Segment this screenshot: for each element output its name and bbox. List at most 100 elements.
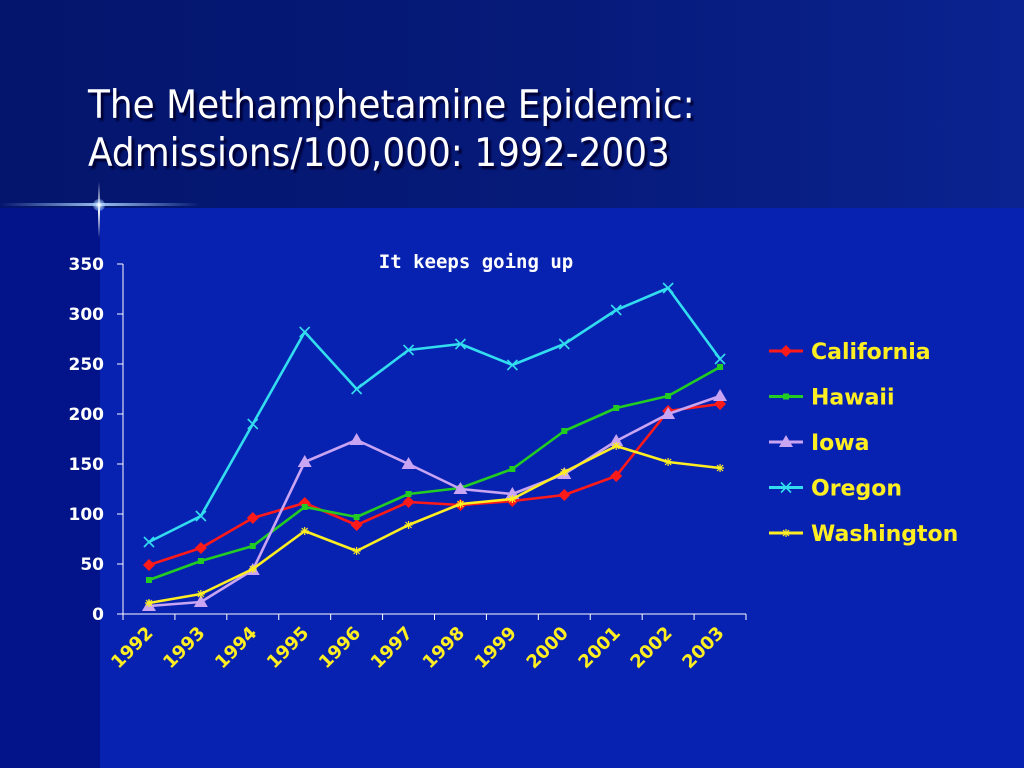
data-point-oregon-1992 — [143, 536, 155, 548]
data-point-hawaii-2001 — [613, 405, 620, 411]
data-point-washington-1994 — [248, 565, 257, 573]
title-band — [0, 0, 1024, 208]
legend-marker-washington — [782, 529, 790, 537]
data-point-oregon-1998 — [454, 338, 467, 350]
data-point-oregon-2003 — [714, 353, 726, 365]
legend-label-iowa: Iowa — [811, 431, 869, 456]
data-point-washington-1995 — [300, 527, 309, 535]
data-point-hawaii-1995 — [301, 504, 308, 510]
x-tick-label-2000: 2000 — [523, 623, 573, 673]
y-tick-label-200: 200 — [69, 405, 105, 425]
data-point-washington-2003 — [716, 464, 725, 472]
data-point-washington-2001 — [612, 442, 621, 450]
legend-label-hawaii: Hawaii — [811, 386, 895, 411]
data-point-hawaii-1994 — [249, 543, 256, 549]
y-tick-label-350: 350 — [69, 255, 105, 275]
data-point-california-1996 — [350, 519, 363, 531]
x-tick-label-1993: 1993 — [159, 623, 209, 673]
y-tick-label-100: 100 — [69, 505, 105, 525]
data-point-california-1994 — [246, 512, 259, 524]
x-tick-label-1996: 1996 — [315, 623, 365, 673]
y-tick-label-50: 50 — [80, 555, 104, 575]
data-point-oregon-2000 — [558, 338, 570, 350]
legend-marker-oregon — [780, 481, 792, 494]
data-point-washington-1999 — [508, 495, 517, 503]
data-point-hawaii-1993 — [197, 558, 204, 564]
data-point-hawaii-1997 — [405, 491, 412, 497]
data-point-oregon-1996 — [351, 383, 363, 395]
data-point-hawaii-2002 — [665, 393, 672, 399]
series-washington — [144, 442, 725, 607]
data-point-washington-2000 — [560, 468, 569, 476]
x-tick-label-2001: 2001 — [574, 623, 624, 673]
series-california — [142, 398, 727, 571]
left-accent-strip — [0, 208, 100, 768]
x-tick-label-1997: 1997 — [367, 623, 417, 673]
slide-title-line-2: Admissions/100,000: 1992-2003 — [88, 131, 670, 176]
series-line-washington — [148, 444, 721, 605]
data-point-oregon-1999 — [506, 359, 518, 371]
data-point-oregon-2002 — [662, 282, 674, 294]
x-tick-label-2003: 2003 — [678, 623, 728, 673]
data-point-oregon-1995 — [299, 326, 311, 338]
legend-marker-california — [780, 345, 792, 357]
series-layer — [141, 282, 728, 611]
data-point-hawaii-1996 — [353, 514, 360, 520]
x-tick-label-1998: 1998 — [419, 623, 469, 673]
series-line-oregon — [148, 286, 722, 544]
series-hawaii — [145, 364, 724, 583]
y-tick-label-250: 250 — [69, 355, 105, 375]
data-point-iowa-1997 — [401, 457, 416, 469]
data-point-oregon-1994 — [247, 418, 259, 430]
data-point-california-2001 — [610, 470, 623, 482]
x-tick-label-1992: 1992 — [107, 623, 157, 673]
data-point-washington-1996 — [352, 547, 361, 555]
data-point-washington-1998 — [456, 500, 465, 508]
chart-title: It keeps going up — [379, 251, 573, 273]
data-point-iowa-1996 — [349, 433, 364, 445]
series-line-california — [148, 402, 721, 567]
slide-title-line-1: The Methamphetamine Epidemic: — [88, 83, 695, 128]
data-point-iowa-2002 — [661, 407, 676, 419]
x-tick-label-1999: 1999 — [471, 623, 521, 673]
legend-marker-hawaii — [783, 393, 789, 400]
legend-label-washington: Washington — [811, 522, 958, 547]
data-point-oregon-2001 — [610, 304, 622, 316]
series-oregon — [143, 282, 726, 548]
legend-label-california: California — [811, 340, 931, 365]
data-point-iowa-1995 — [297, 455, 312, 467]
legend: California Hawaii Iowa Oregon Washington — [769, 340, 958, 547]
legend-label-oregon: Oregon — [811, 477, 902, 502]
data-point-hawaii-2000 — [561, 428, 568, 434]
data-point-california-1993 — [194, 542, 207, 554]
series-line-hawaii — [148, 365, 721, 582]
y-tick-label-300: 300 — [69, 305, 105, 325]
data-point-oregon-1997 — [402, 344, 415, 356]
data-point-california-1997 — [402, 496, 415, 508]
y-tick-label-150: 150 — [69, 455, 105, 475]
data-point-washington-1992 — [144, 599, 153, 607]
data-point-hawaii-2003 — [717, 364, 724, 370]
series-iowa — [141, 389, 728, 611]
light-flare-sparkle — [93, 199, 105, 211]
x-tick-label-1994: 1994 — [211, 623, 261, 673]
data-point-hawaii-1992 — [145, 577, 152, 583]
y-tick-label-0: 0 — [92, 605, 104, 625]
series-line-iowa — [148, 394, 721, 608]
data-point-iowa-1993 — [193, 595, 208, 607]
data-point-iowa-2001 — [609, 434, 624, 446]
data-point-washington-1993 — [196, 590, 205, 598]
data-point-washington-1997 — [404, 521, 413, 529]
slide-title: The Methamphetamine Epidemic: Admissions… — [88, 82, 787, 178]
legend-marker-iowa — [779, 435, 793, 447]
x-tick-label-2002: 2002 — [626, 623, 676, 673]
data-point-hawaii-1999 — [509, 466, 516, 472]
data-point-washington-2002 — [664, 458, 673, 466]
data-point-iowa-2003 — [713, 389, 728, 401]
data-point-california-1992 — [142, 559, 155, 571]
data-point-iowa-1998 — [453, 482, 468, 494]
data-point-oregon-1993 — [195, 510, 207, 522]
data-point-california-2000 — [558, 489, 571, 501]
x-tick-label-1995: 1995 — [263, 623, 313, 673]
